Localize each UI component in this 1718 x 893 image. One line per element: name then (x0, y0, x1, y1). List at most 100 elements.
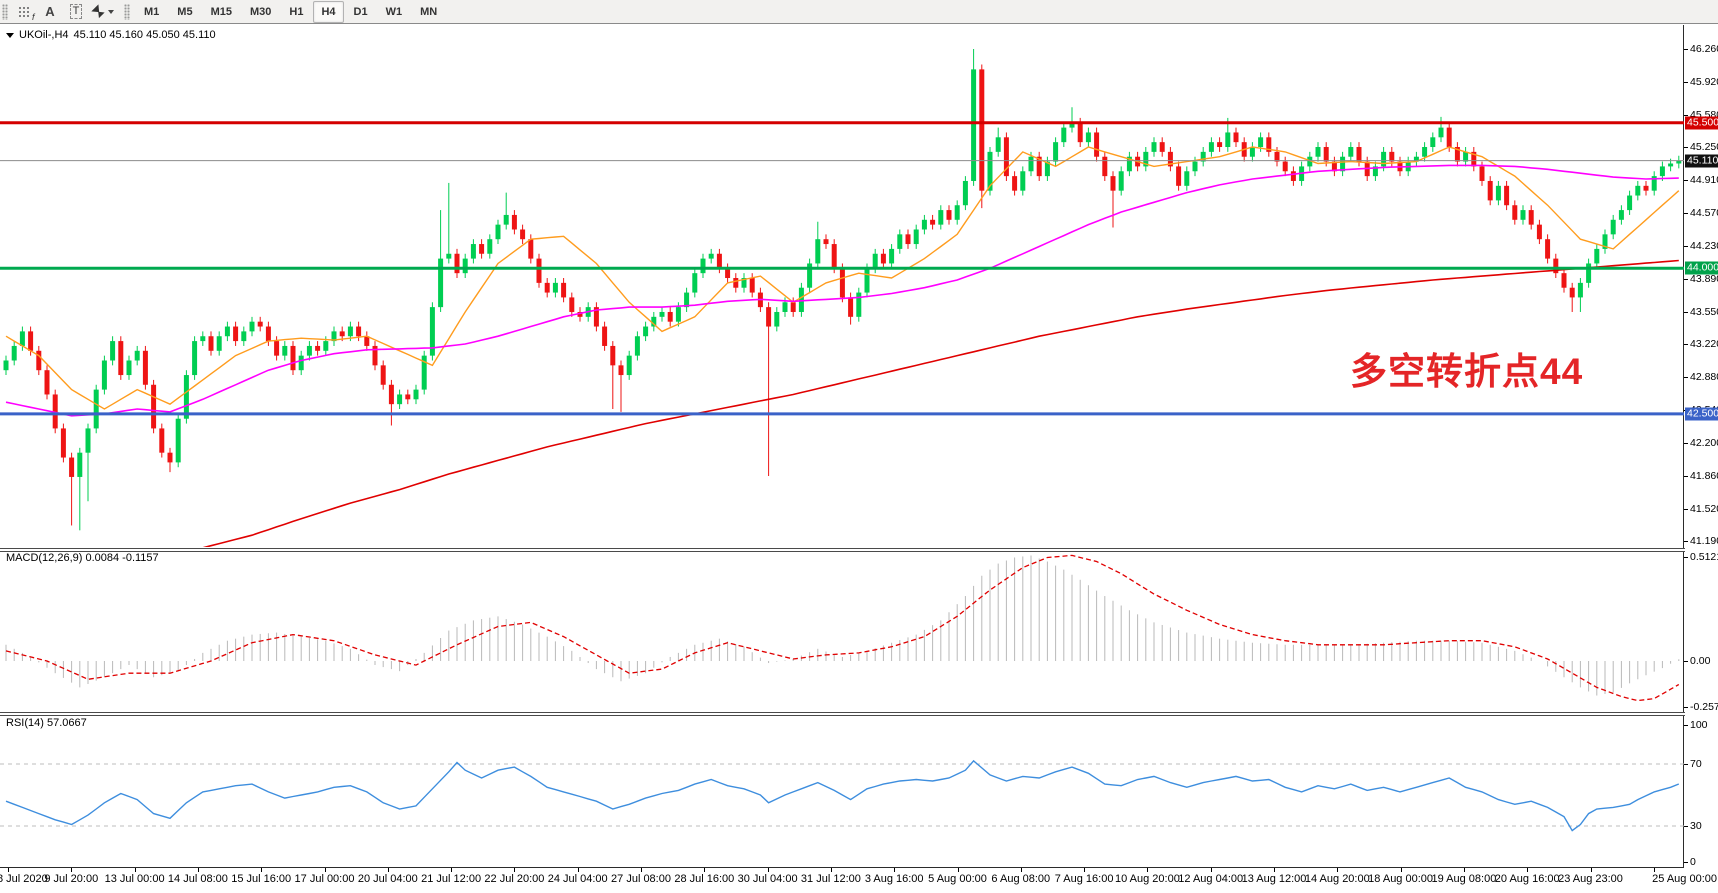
time-axis-label: 20 Jul 04:00 (357, 873, 418, 885)
time-axis-label: 21 Jul 12:00 (421, 873, 482, 885)
label-tool-button[interactable]: A (38, 1, 62, 23)
chart-text-annotation: 多空转折点44 (1350, 351, 1584, 392)
time-axis-label: 10 Aug 20:00 (1114, 873, 1180, 885)
timeframe-button-M15[interactable]: M15 (210, 5, 232, 18)
time-axis-tick (135, 868, 136, 872)
time-axis-label: 7 Aug 16:00 (1054, 873, 1114, 885)
chart-area: UKOil-,H4 45.110 45.160 45.050 45.110 MA… (0, 24, 1718, 893)
macd-axis-label-tick (1684, 661, 1688, 662)
time-axis-tick (704, 868, 705, 872)
price-axis-label: 42.880 (1690, 370, 1718, 383)
time-axis-tick (1401, 868, 1402, 872)
chart-dropdown-icon[interactable] (6, 32, 14, 38)
time-axis-tick (831, 868, 832, 872)
timeframe-button-H1[interactable]: H1 (289, 5, 304, 18)
price-level-badge-45.500: 45.500 (1685, 116, 1718, 130)
time-axis-label: 18 Aug 00:00 (1368, 873, 1434, 885)
rsi-axis-label-tick (1684, 764, 1688, 765)
main-macd-separator[interactable] (0, 548, 1685, 552)
plot-frame (0, 25, 1684, 868)
price-axis-label-tick (1684, 147, 1688, 148)
ma-mid-magenta (5, 164, 1679, 417)
price-axis-label-tick (1684, 509, 1688, 510)
quick-indicator-button[interactable]: f (12, 1, 36, 23)
timeframe-button-D1[interactable]: D1 (353, 5, 368, 18)
timeframe-button-MN[interactable]: MN (420, 5, 438, 18)
time-axis-tick (641, 868, 642, 872)
rsi-axis-label-tick (1684, 862, 1688, 863)
ma-slow-red (202, 259, 1679, 547)
time-axis-tick (1084, 868, 1085, 872)
toolbar-drag-handle-2[interactable] (124, 3, 130, 20)
price-axis-label-tick (1684, 377, 1688, 378)
timeframe-button-H4[interactable]: H4 (313, 0, 344, 23)
macd-axis-label-tick (1684, 557, 1688, 558)
arrange-arrows-icon (91, 6, 105, 18)
rsi-axis-label: 0 (1690, 856, 1696, 868)
timeframe-button-M5[interactable]: M5 (177, 5, 193, 18)
price-axis-label: 44.570 (1690, 206, 1718, 219)
rsi-axis-label: 70 (1690, 758, 1702, 770)
time-axis-label: 27 Jul 08:00 (611, 873, 671, 885)
time-axis-tick (1337, 868, 1338, 872)
time-axis-tick (578, 868, 579, 872)
text-t-icon: T (69, 4, 83, 19)
macd-axis-label-tick (1684, 707, 1688, 708)
timeframe-button-M1[interactable]: M1 (144, 5, 160, 18)
price-axis-label-tick (1684, 49, 1688, 50)
time-axis-label: 22 Jul 20:00 (484, 873, 545, 885)
time-axis-label: 5 Aug 00:00 (928, 873, 987, 885)
time-axis-tick (8, 868, 9, 872)
price-axis-label: 45.250 (1690, 141, 1718, 153)
time-axis-tick (958, 868, 959, 872)
time-axis-tick (388, 868, 389, 872)
timeframe-button-W1[interactable]: W1 (385, 5, 403, 18)
time-axis-tick (768, 868, 769, 872)
time-axis-label: 3 Aug 16:00 (864, 873, 924, 885)
macd-rsi-separator[interactable] (0, 712, 1685, 716)
macd-axis-label: 0.00 (1690, 655, 1711, 667)
price-axis-label-tick (1684, 344, 1688, 345)
time-axis-label: 13 Aug 12:00 (1241, 873, 1307, 885)
time-axis-label: 20 Aug 16:00 (1494, 873, 1560, 885)
time-axis-tick (1211, 868, 1212, 872)
price-axis-label: 43.220 (1690, 338, 1718, 350)
time-axis-label: 14 Jul 08:00 (167, 873, 228, 885)
time-axis-tick (451, 868, 452, 872)
price-axis-label-tick (1684, 476, 1688, 477)
chart-canvas[interactable] (0, 24, 1718, 893)
timeframe-group: M1 M5 M15 M30 H1 H4 D1 W1 MN (135, 0, 446, 23)
price-axis-label: 44.910 (1690, 174, 1718, 186)
time-axis-tick (1021, 868, 1022, 872)
time-axis-label: 31 Jul 12:00 (800, 873, 861, 885)
toolbar-drag-handle[interactable] (2, 3, 8, 20)
macd-axis-label: 0.5121 (1690, 551, 1718, 564)
price-level-badge-44.000: 44.000 (1685, 261, 1718, 275)
timeframe-button-M30[interactable]: M30 (249, 5, 272, 18)
rsi-axis-label-tick (1684, 826, 1688, 827)
arrange-tool-button[interactable] (90, 1, 115, 23)
chart-title-symbol: UKOil-,H4 (19, 29, 69, 41)
time-axis-label: 15 Jul 16:00 (231, 873, 292, 885)
price-axis-label: 43.890 (1690, 272, 1718, 285)
price-axis-label-tick (1684, 443, 1688, 444)
price-axis-label: 46.260 (1690, 43, 1718, 55)
price-axis-label-tick (1684, 115, 1688, 116)
price-axis-label-tick (1684, 213, 1688, 214)
time-axis-label: 13 Jul 00:00 (104, 873, 165, 885)
chart-title: UKOil-,H4 45.110 45.160 45.050 45.110 (6, 29, 216, 41)
time-axis-label: 6 Aug 08:00 (991, 873, 1051, 885)
time-axis-label: 12 Aug 04:00 (1178, 873, 1244, 885)
grid-f-icon: f (17, 5, 35, 22)
rsi-axis-label: 100 (1690, 719, 1708, 731)
text-tool-button[interactable]: T (64, 1, 88, 23)
rsi-axis-label-tick (1684, 725, 1688, 726)
time-axis-label: 14 Aug 20:00 (1304, 873, 1370, 885)
time-axis-tick (325, 868, 326, 872)
price-axis-label-tick (1684, 312, 1688, 313)
chevron-down-icon (108, 9, 114, 14)
macd-label: MACD(12,26,9) 0.0084 -0.1157 (6, 552, 159, 564)
